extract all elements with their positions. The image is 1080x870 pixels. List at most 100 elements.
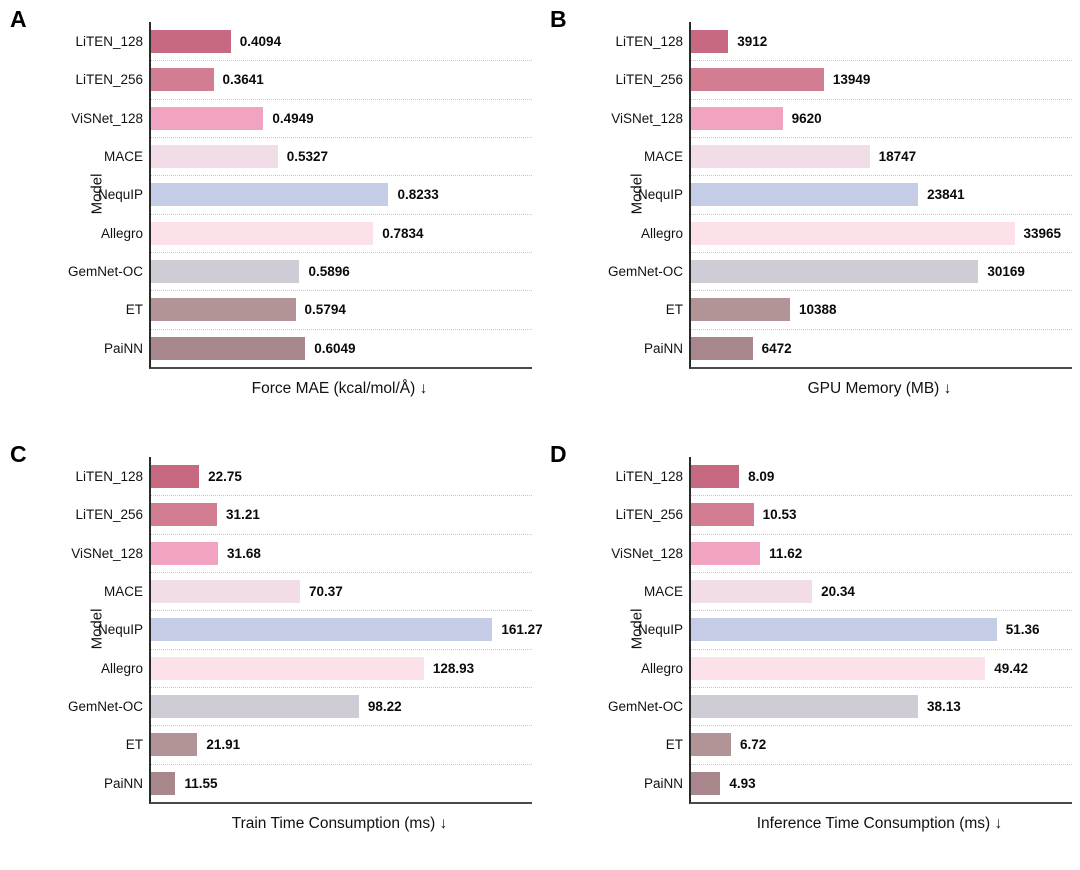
value-label: 128.93: [432, 660, 475, 676]
category-label: MACE: [643, 149, 683, 165]
category-label: ViSNet_128: [71, 545, 143, 561]
bar: [691, 771, 721, 795]
chart-row: Allegro 49.42: [641, 648, 1072, 687]
bar: [691, 68, 824, 92]
chart-row: LiTEN_128 22.75: [75, 457, 532, 495]
category-label: Allegro: [640, 660, 683, 676]
category-label: MACE: [103, 149, 143, 165]
chart-row: MACE 18747: [644, 136, 1072, 175]
bar: [151, 618, 493, 642]
bar: [151, 29, 231, 53]
category-label: PaiNN: [103, 340, 143, 356]
value-label: 13949: [832, 72, 871, 88]
bar: [151, 580, 300, 604]
chart-row: ViSNet_128 0.4949: [71, 98, 532, 137]
value-label: 22.75: [208, 468, 242, 484]
category-label: LiTEN_128: [75, 33, 143, 49]
x-axis-label: Force MAE (kcal/mol/Å) ↓: [251, 380, 428, 397]
category-label: GemNet-OC: [67, 699, 143, 715]
chart-row: NequIP 0.8233: [98, 175, 532, 213]
category-label: NequIP: [97, 622, 143, 638]
value-label: 3912: [737, 33, 768, 49]
chart-row: ET 10388: [666, 290, 1072, 328]
value-label: 0.8233: [397, 187, 439, 203]
chart-row: LiTEN_256 0.3641: [75, 60, 532, 98]
category-label: LiTEN_128: [615, 468, 683, 484]
x-axis-label: Train Time Consumption (ms) ↓: [231, 815, 448, 832]
bar: [151, 106, 264, 130]
bar: [151, 68, 214, 92]
chart-row: PaiNN 0.6049: [104, 328, 532, 367]
bar: [151, 771, 176, 795]
value-label: 0.4949: [272, 110, 314, 126]
value-label: 4.93: [729, 775, 756, 791]
value-label: 0.4094: [239, 33, 282, 49]
bar: [151, 656, 424, 680]
category-label: LiTEN_256: [615, 507, 683, 523]
category-label: ET: [125, 737, 143, 753]
category-label: PaiNN: [643, 340, 683, 356]
bar: [151, 503, 218, 527]
panel-c: C Model LiTEN_128 22.75 LiTEN_256 31.21 ViSN…: [0, 435, 543, 870]
category-label: NequIP: [637, 622, 683, 638]
bar: [691, 656, 986, 680]
value-label: 98.22: [367, 699, 402, 715]
panel-letter: A: [10, 6, 27, 32]
category-label: LiTEN_256: [75, 507, 143, 523]
value-label: 0.5896: [308, 264, 350, 280]
chart-row: NequIP 161.27: [98, 610, 543, 648]
category-label: GemNet-OC: [607, 699, 683, 715]
value-label: 11.55: [184, 775, 218, 791]
category-label: LiTEN_256: [615, 72, 683, 88]
bar: [151, 541, 219, 565]
bar: [691, 298, 790, 322]
bar: [691, 221, 1015, 245]
bar: [691, 618, 997, 642]
value-label: 33965: [1023, 225, 1062, 241]
category-label: Allegro: [100, 225, 143, 241]
chart-row: LiTEN_128 8.09: [615, 457, 1072, 495]
bar: [691, 183, 919, 207]
bar: [691, 503, 754, 527]
chart-row: Allegro 0.7834: [101, 213, 532, 252]
panel-letter: D: [550, 441, 567, 467]
value-label: 21.91: [206, 737, 241, 753]
category-label: GemNet-OC: [607, 264, 683, 280]
bar: [691, 106, 783, 130]
value-label: 8.09: [748, 468, 775, 484]
bar: [691, 580, 813, 604]
bar: [691, 733, 731, 757]
chart-row: ET 21.91: [126, 725, 532, 763]
panel-b: B Model LiTEN_128 3912 LiTEN_256 13949 ViSNe…: [540, 0, 1080, 435]
chart-row: NequIP 51.36: [638, 610, 1072, 648]
category-label: ET: [665, 302, 683, 318]
category-label: PaiNN: [103, 775, 143, 791]
chart-row: MACE 0.5327: [104, 136, 532, 175]
chart-row: PaiNN 4.93: [644, 763, 1072, 802]
chart-row: LiTEN_256 10.53: [615, 495, 1072, 533]
category-label: MACE: [103, 584, 143, 600]
bar: [151, 733, 198, 757]
bar: [151, 183, 389, 207]
category-label: LiTEN_256: [75, 72, 143, 88]
category-label: Allegro: [640, 225, 683, 241]
chart-row: LiTEN_128 3912: [615, 22, 1072, 60]
value-label: 18747: [878, 149, 917, 165]
chart-row: ET 6.72: [666, 725, 1072, 763]
value-label: 0.3641: [222, 72, 264, 88]
x-axis-label: Inference Time Consumption (ms) ↓: [756, 815, 1003, 832]
value-label: 10.53: [762, 507, 797, 523]
value-label: 49.42: [994, 660, 1028, 676]
bar: [151, 336, 306, 360]
value-label: 0.7834: [382, 225, 424, 241]
value-label: 0.5327: [286, 149, 329, 165]
bar: [691, 260, 979, 284]
value-label: 9620: [791, 110, 822, 126]
chart-row: Allegro 128.93: [101, 648, 532, 687]
chart-row: PaiNN 6472: [644, 328, 1072, 367]
bar: [151, 464, 200, 488]
chart-row: ViSNet_128 31.68: [71, 533, 532, 572]
bar: [151, 298, 296, 322]
value-label: 23841: [927, 187, 965, 203]
